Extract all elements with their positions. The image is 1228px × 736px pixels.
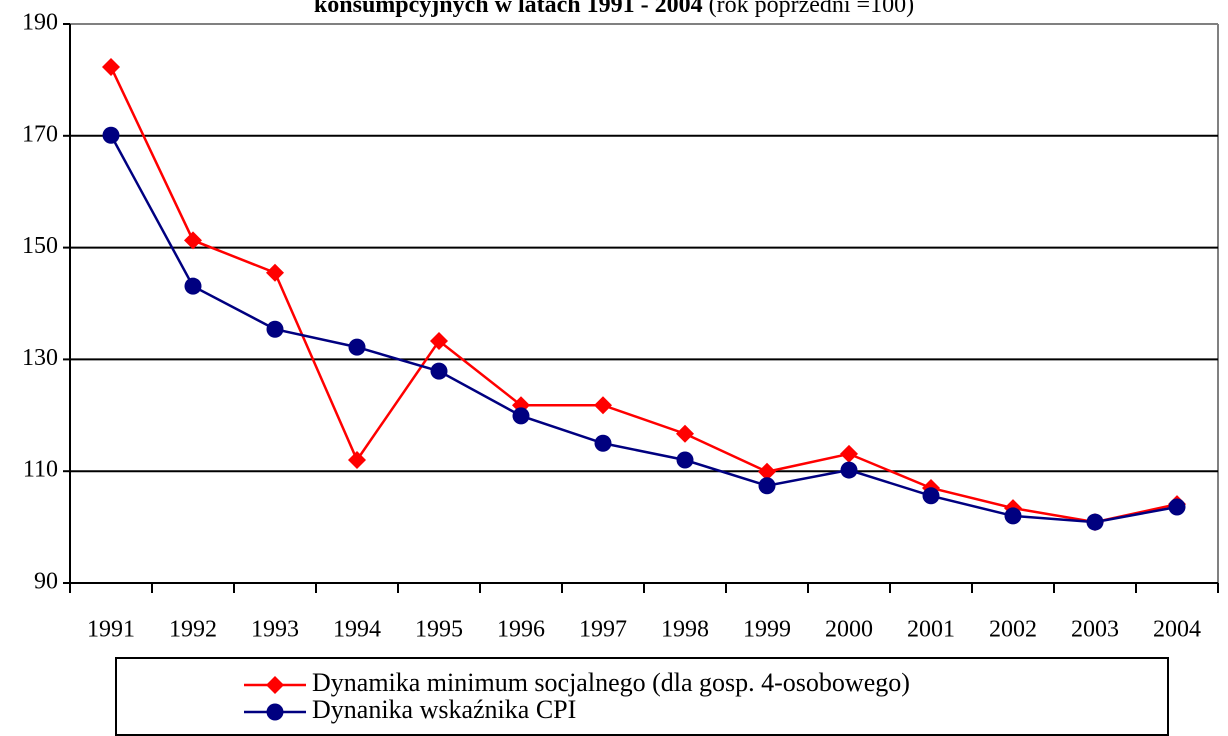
x-tick-label: 2004 [1153,617,1201,643]
x-tick-label: 1997 [579,617,627,643]
x-tick-label: 2001 [907,617,955,643]
title-note: (rok poprzedni =100) [709,0,914,18]
point [676,451,694,469]
x-tick-label: 1991 [87,617,135,643]
x-tick-label: 1994 [333,617,381,643]
point [348,451,366,470]
title-main: konsumpcyjnych w latach 1991 - 2004 [314,0,703,18]
x-tick-label: 1992 [169,617,217,643]
x-tick-label: 1999 [743,617,791,643]
x-tick-label: 2002 [989,617,1037,643]
x-tick-label: 1998 [661,617,709,643]
y-tick-label: 150 [22,233,58,259]
legend-label: Dynanika wskaźnika CPI [312,695,576,724]
point [758,462,776,481]
point [840,461,858,479]
x-tick-label: 1995 [415,617,463,643]
point [922,487,940,505]
series-line [109,66,1178,524]
point [840,444,858,463]
point [348,338,366,356]
point [1086,513,1104,531]
point [102,126,120,144]
chart-title: konsumpcyjnych w latach 1991 - 2004 (rok… [314,0,914,18]
point [266,703,284,721]
x-tick-label: 1993 [251,617,299,643]
x-tick-label: 1996 [497,617,545,643]
point [594,396,612,415]
point [266,676,284,694]
point [102,58,120,77]
point [266,263,284,282]
x-tick-label: 2000 [825,617,873,643]
point [430,331,448,350]
point [430,362,448,380]
x-tick-label: 2003 [1071,617,1119,643]
y-tick-label: 90 [34,569,58,595]
point [184,231,202,250]
point [1168,498,1186,516]
point [512,407,530,425]
point [676,424,694,443]
y-tick-label: 130 [22,345,58,371]
point [594,434,612,452]
y-tick-label: 110 [23,457,58,483]
legend-label: Dynamika minimum socjalnego (dla gosp. 4… [312,668,910,697]
legend-box [115,657,1169,736]
y-tick-label: 190 [22,10,58,36]
point [184,277,202,295]
point [266,320,284,338]
point [1004,507,1022,525]
point [758,477,776,495]
y-tick-label: 170 [22,121,58,147]
series-line [109,134,1178,524]
